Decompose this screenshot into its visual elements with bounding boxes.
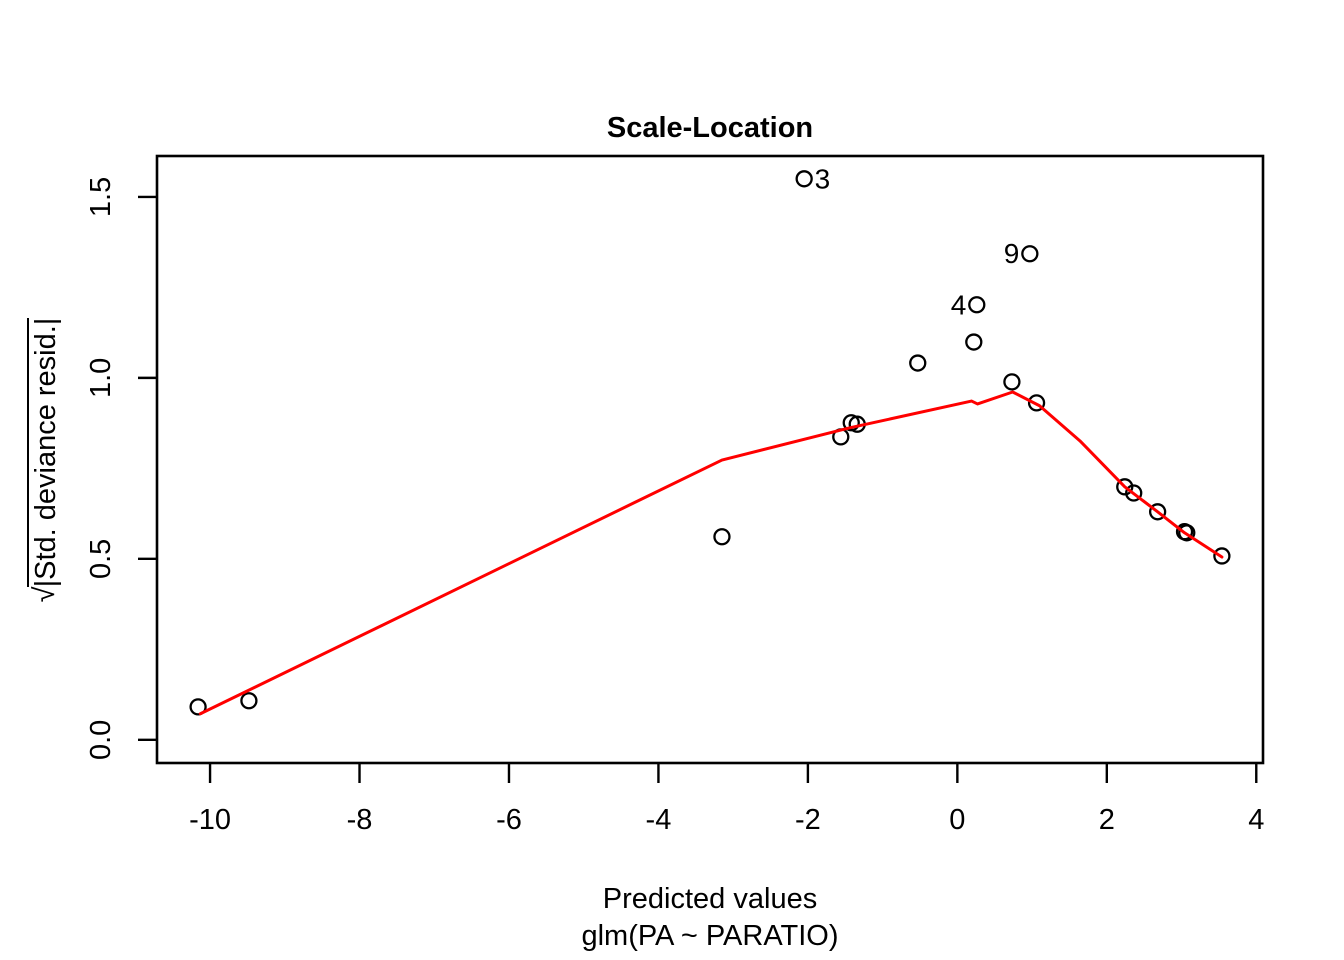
data-point	[1027, 394, 1046, 412]
y-tick-label: 1.0	[85, 358, 117, 398]
point-id-label: 3	[815, 163, 831, 194]
data-point	[1021, 245, 1039, 263]
x-tick-label: 0	[949, 804, 965, 836]
data-point	[713, 528, 731, 546]
data-point	[965, 333, 983, 351]
data-point	[968, 296, 986, 314]
point-id-label: 9	[1004, 238, 1020, 269]
data-point	[1178, 524, 1196, 542]
data-point	[1116, 478, 1134, 496]
data-point	[909, 354, 927, 372]
x-tick-label: -8	[347, 804, 373, 836]
x-tick-label: -6	[496, 804, 522, 836]
y-tick-label: 0.5	[85, 539, 117, 579]
y-tick-label: 0.0	[85, 720, 117, 760]
data-point	[1125, 484, 1143, 502]
model-formula-label: glm(PA ~ PARATIO)	[581, 920, 839, 952]
x-tick-label: 4	[1248, 804, 1264, 836]
x-axis-label: Predicted values	[602, 883, 818, 915]
plot-box	[155, 154, 1265, 765]
x-tick-label: -4	[646, 804, 672, 836]
x-tick-label: -10	[189, 804, 231, 836]
point-id-label: 4	[951, 289, 967, 320]
data-point	[189, 698, 207, 716]
x-tick-label: 2	[1099, 804, 1115, 836]
smooth-line	[198, 390, 1224, 716]
data-point	[1148, 503, 1167, 521]
y-tick-label: 1.5	[85, 177, 117, 217]
data-point	[1213, 547, 1231, 565]
x-tick-label: -2	[795, 804, 821, 836]
data-point	[1003, 373, 1021, 391]
data-point	[240, 692, 258, 710]
plot-title: Scale-Location	[606, 112, 814, 144]
data-point	[795, 170, 813, 188]
